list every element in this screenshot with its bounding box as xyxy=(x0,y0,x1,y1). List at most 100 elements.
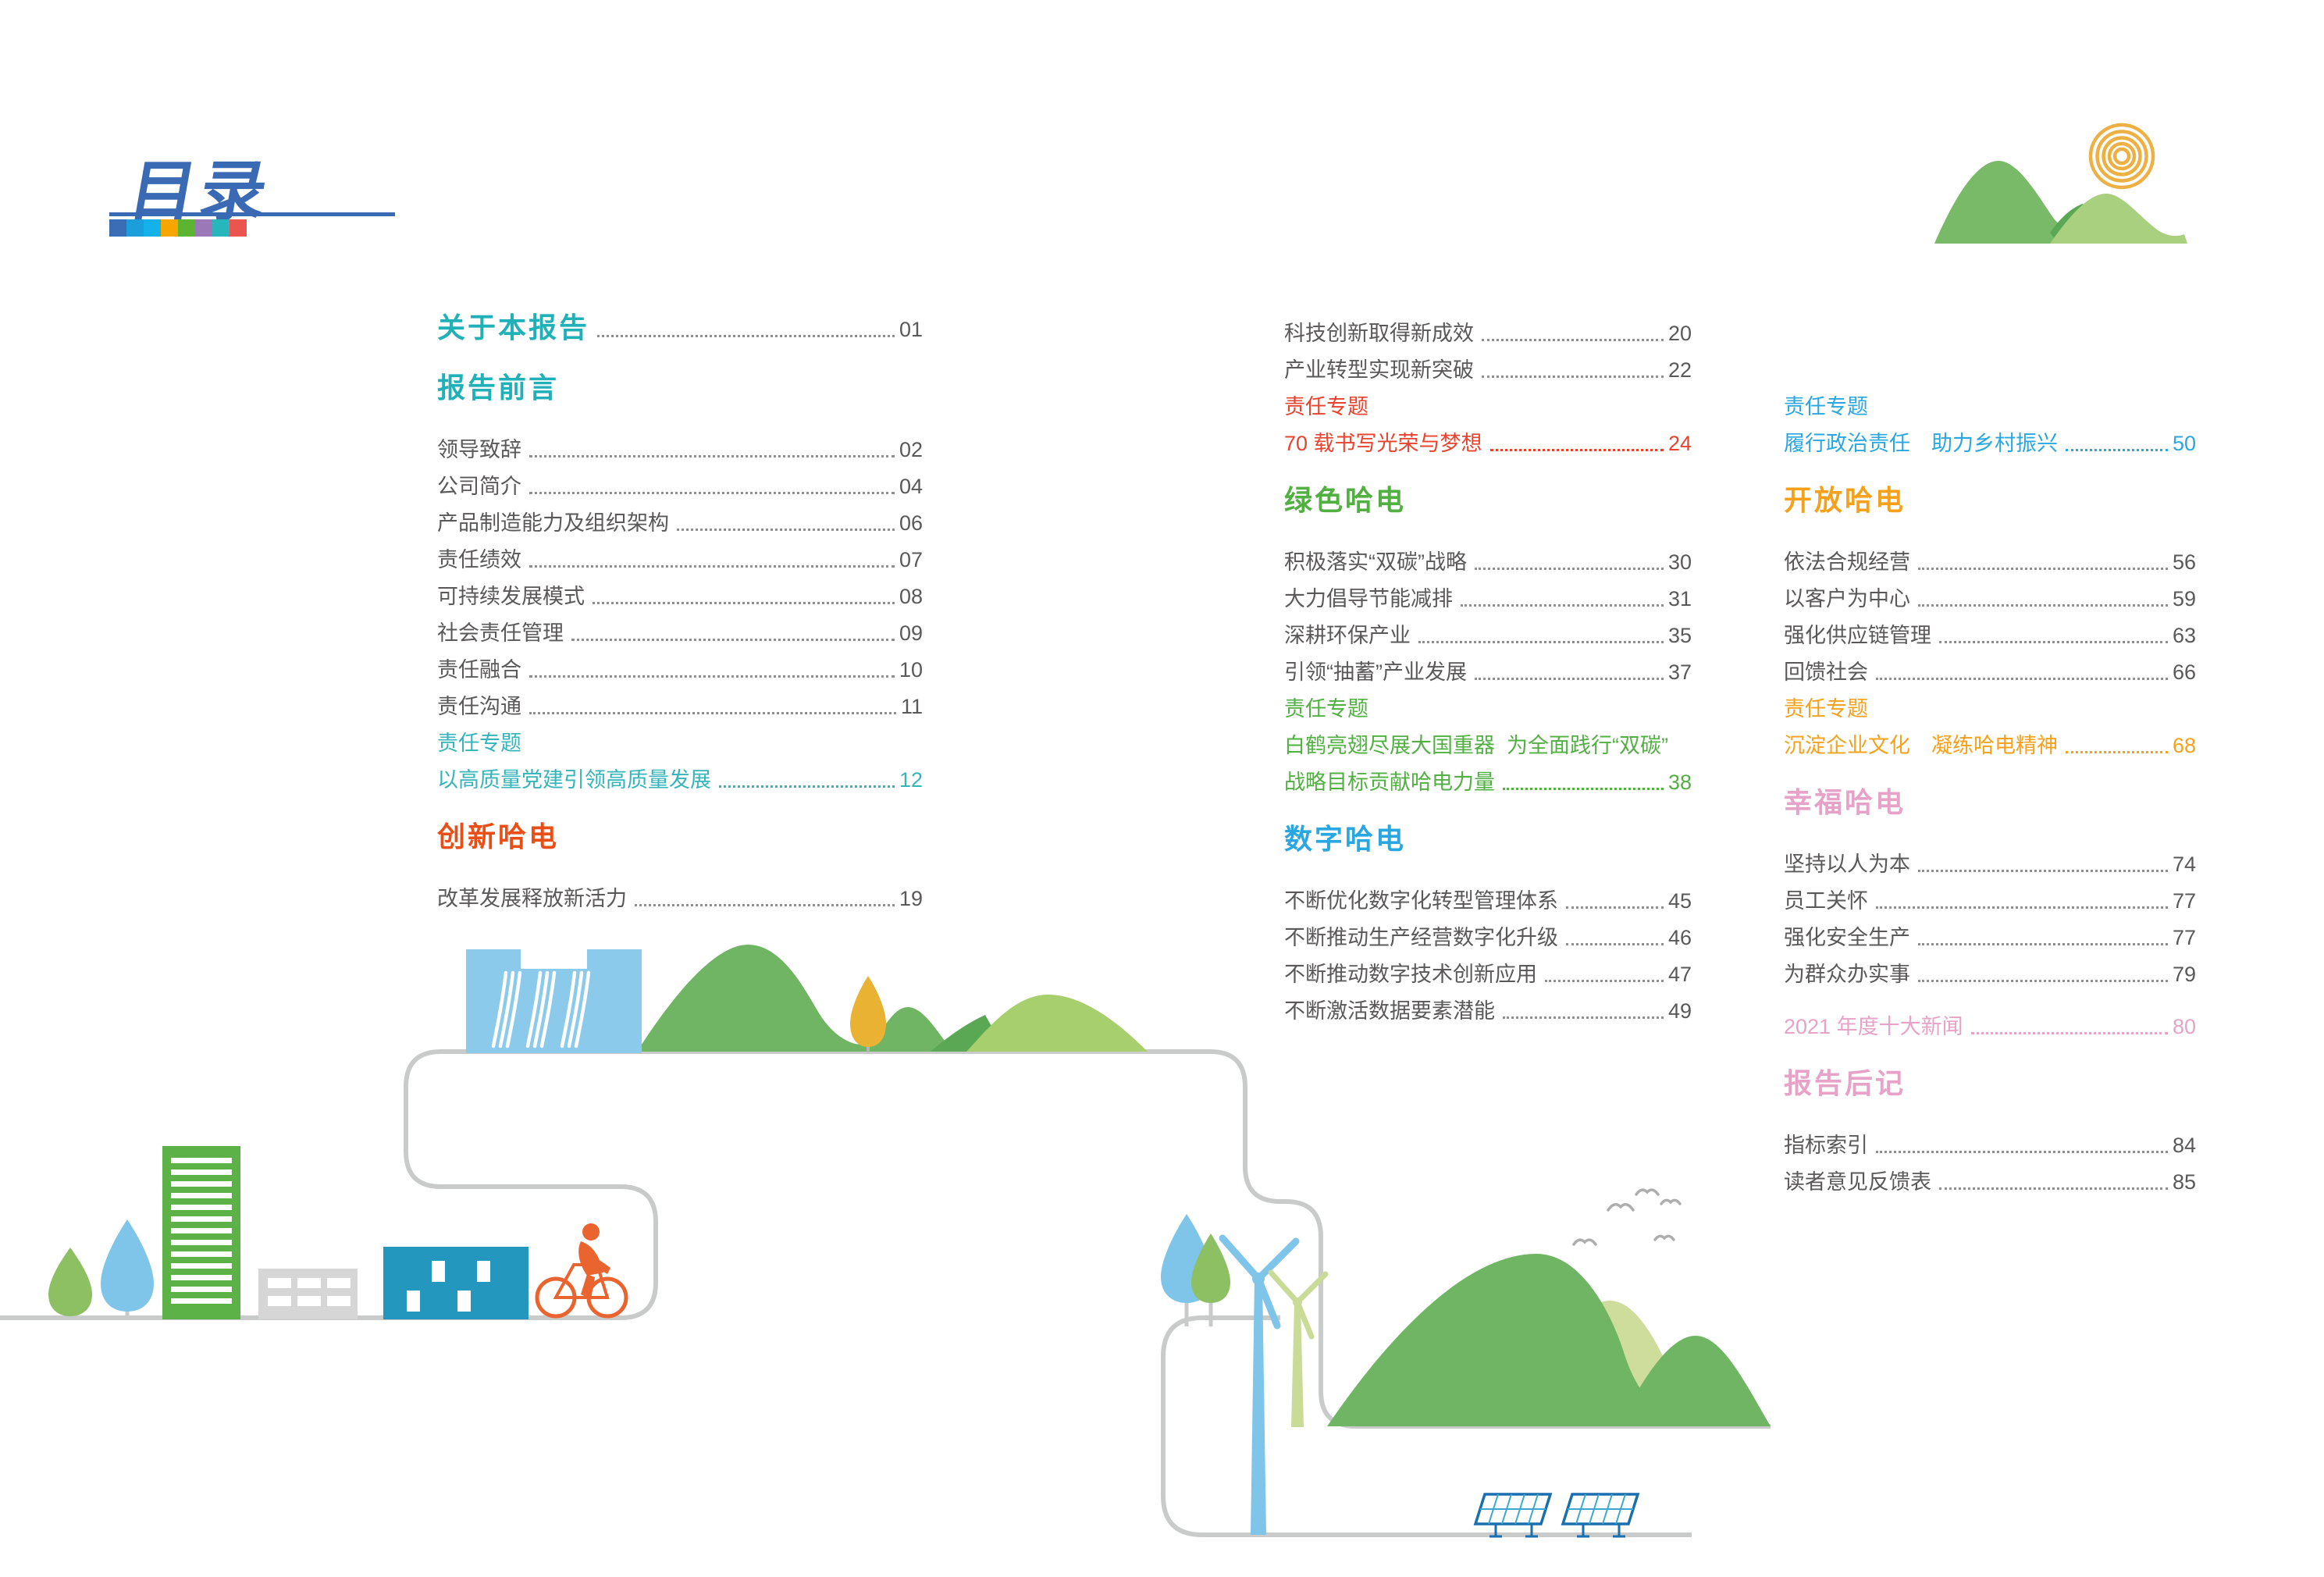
page-number: 74 xyxy=(2172,853,2196,876)
dotted-leader xyxy=(677,529,895,531)
toc-entry[interactable]: 领导致辞 02 xyxy=(437,429,923,465)
page-number: 08 xyxy=(899,585,923,608)
toc-entry[interactable]: 坚持以人为本 74 xyxy=(1784,843,2196,880)
sun-and-hills-illustration xyxy=(1934,123,2187,244)
page-number: 37 xyxy=(1667,660,1692,684)
toc-entry[interactable]: 积极落实“双碳”战略 30 xyxy=(1284,541,1692,578)
toc-entry[interactable]: 70 载书写光荣与梦想 24 xyxy=(1284,422,1692,459)
toc-entry-label: 大力倡导节能减排 xyxy=(1284,587,1453,611)
toc-entry[interactable]: 深耕环保产业 35 xyxy=(1284,614,1692,651)
toc-entry[interactable]: 责任绩效 07 xyxy=(437,539,923,575)
page-number: 85 xyxy=(2172,1170,2196,1194)
toc-entry[interactable]: 指标索引 84 xyxy=(1784,1124,2196,1161)
toc-entry-label: 战略目标贡献哈电力量 xyxy=(1284,771,1495,794)
toc-entry-label: 不断推动数字技术创新应用 xyxy=(1284,963,1537,986)
dotted-leader xyxy=(1939,1187,2168,1190)
toc-entry-label: 为群众办实事 xyxy=(1784,963,1910,986)
dotted-leader xyxy=(1545,980,1664,982)
toc-entry[interactable]: 强化供应链管理 63 xyxy=(1784,614,2196,651)
toc-entry[interactable]: 引领“抽蓄”产业发展 37 xyxy=(1284,651,1692,688)
page-number: 09 xyxy=(899,621,923,645)
toc-entry-label: 领导致辞 xyxy=(437,438,521,461)
page-number: 77 xyxy=(2172,926,2196,949)
dotted-leader xyxy=(1503,788,1664,790)
dotted-leader xyxy=(529,712,896,714)
toc-entry[interactable]: 履行政治责任 助力乡村振兴 50 xyxy=(1784,422,2196,459)
toc-entry-label: 公司简介 xyxy=(437,475,521,498)
toc-entry[interactable]: 产品制造能力及组织架构 06 xyxy=(437,502,923,539)
color-palette-bar xyxy=(109,219,247,237)
toc-entry-label: 报告后记 xyxy=(1784,1067,1906,1099)
toc-entry[interactable]: 以客户为中心 59 xyxy=(1784,578,2196,614)
toc-entry[interactable]: 公司简介 04 xyxy=(437,465,923,502)
toc-entry[interactable]: 改革发展释放新活力 19 xyxy=(437,877,923,914)
mountain-mid-light xyxy=(966,995,1148,1052)
toc-entry[interactable]: 不断推动生产经营数字化升级 46 xyxy=(1284,917,1692,953)
page-number: 84 xyxy=(2172,1134,2196,1157)
dotted-leader xyxy=(1939,641,2168,643)
dotted-leader xyxy=(1474,678,1664,680)
toc-section-heading: 创新哈电 xyxy=(437,817,923,854)
tree-blue xyxy=(101,1219,154,1312)
toc-entry-label: 报告前言 xyxy=(437,372,560,404)
toc-entry[interactable]: 战略目标贡献哈电力量 38 xyxy=(1284,761,1692,798)
sun-rings-icon xyxy=(2088,123,2155,190)
toc-entry-label: 指标索引 xyxy=(1784,1134,1868,1157)
toc-entry[interactable]: 可持续发展模式 08 xyxy=(437,575,923,612)
toc-entry[interactable]: 不断推动数字技术创新应用 47 xyxy=(1284,953,1692,990)
dotted-leader xyxy=(1918,870,2168,872)
page-number: 19 xyxy=(899,887,923,910)
toc-entry[interactable]: 读者意见反馈表 85 xyxy=(1784,1161,2196,1198)
palette-swatch xyxy=(161,219,178,237)
toc-entry[interactable]: 员工关怀 77 xyxy=(1784,880,2196,917)
toc-entry[interactable]: 不断优化数字化转型管理体系 45 xyxy=(1284,880,1692,917)
toc-entry-label: 科技创新取得新成效 xyxy=(1284,322,1474,345)
toc-entry[interactable]: 以高质量党建引领高质量发展 12 xyxy=(437,759,923,796)
toc-entry-label: 强化供应链管理 xyxy=(1784,624,1931,647)
toc-entry[interactable]: 2021 年度十大新闻 80 xyxy=(1784,1006,2196,1042)
toc-section-heading: 报告前言 xyxy=(437,368,923,405)
toc-entry-label: 责任绩效 xyxy=(437,548,521,571)
toc-entry-label: 责任专题 xyxy=(1784,395,1868,418)
toc-entry[interactable]: 产业转型实现新突破 22 xyxy=(1284,349,1692,386)
toc-entry[interactable]: 回馈社会 66 xyxy=(1784,651,2196,688)
toc-entry[interactable]: 责任融合 10 xyxy=(437,649,923,685)
toc-section-heading: 开放哈电 xyxy=(1784,481,2196,518)
dotted-leader xyxy=(529,492,895,494)
toc-entry[interactable]: 社会责任管理 09 xyxy=(437,612,923,649)
bottom-landscape-illustration xyxy=(0,945,1771,1538)
page-number: 07 xyxy=(899,548,923,571)
toc-entry[interactable]: 依法合规经营 56 xyxy=(1784,541,2196,578)
toc-entry[interactable]: 责任沟通 11 xyxy=(437,685,923,722)
toc-entry[interactable]: 大力倡导节能减排 31 xyxy=(1284,578,1692,614)
green-skyscraper xyxy=(162,1146,240,1319)
toc-column-middle: 科技创新取得新成效 20 产业转型实现新突破 22 责任专题 70 载书写光荣与梦想 24 绿… xyxy=(1284,312,1692,1027)
page-number: 20 xyxy=(1667,322,1692,345)
toc-section-heading[interactable]: 关于本报告 01 xyxy=(437,308,923,345)
palette-swatch xyxy=(126,219,144,237)
toc-entry[interactable]: 沉淀企业文化 凝练哈电精神 68 xyxy=(1784,724,2196,761)
dotted-leader xyxy=(2066,449,2168,451)
palette-swatch xyxy=(178,219,195,237)
toc-special-label: 责任专题 xyxy=(1784,386,2196,422)
toc-entry[interactable]: 强化安全生产 77 xyxy=(1784,917,2196,953)
dotted-leader xyxy=(1876,678,2168,680)
toc-section-heading: 数字哈电 xyxy=(1284,820,1692,856)
page-number: 04 xyxy=(899,475,923,498)
page-number: 01 xyxy=(899,318,923,341)
dotted-leader xyxy=(1503,1016,1664,1019)
toc-column-right: 责任专题 履行政治责任 助力乡村振兴 50 开放哈电 依法合规经营 56 以客户为中心 59 强… xyxy=(1784,386,2196,1198)
page-number: 06 xyxy=(899,511,923,535)
toc-entry[interactable]: 不断激活数据要素潜能 49 xyxy=(1284,990,1692,1027)
toc-entry[interactable]: 为群众办实事 79 xyxy=(1784,953,2196,990)
toc-entry[interactable]: 科技创新取得新成效 20 xyxy=(1284,312,1692,349)
toc-entry-label: 引领“抽蓄”产业发展 xyxy=(1284,660,1467,684)
poplar-tree xyxy=(850,976,886,1047)
page-number: 10 xyxy=(899,658,923,682)
dam-waterfalls xyxy=(491,970,591,1048)
page-number: 68 xyxy=(2172,734,2196,757)
page-number: 56 xyxy=(2172,550,2196,574)
dotted-leader xyxy=(1970,1032,2168,1034)
gray-building xyxy=(258,1269,358,1319)
page-number: 50 xyxy=(2172,432,2196,455)
